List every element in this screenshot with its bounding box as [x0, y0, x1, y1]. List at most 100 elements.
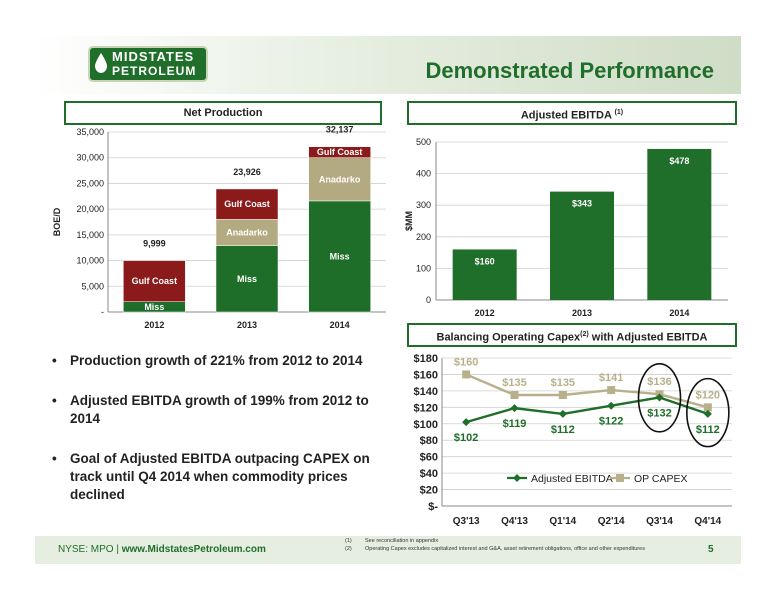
data-label: $102 — [454, 432, 478, 444]
x-tick-label: Q2'14 — [598, 516, 625, 527]
bar-segment — [308, 157, 371, 202]
bar-segment — [123, 260, 186, 302]
y-tick-label: 500 — [416, 137, 431, 147]
balancing-title-pre: Balancing Operating Capex — [436, 331, 581, 344]
bar-value-label: $343 — [572, 199, 592, 209]
y-tick-label: 100 — [416, 263, 431, 273]
bar-segment-label: Gulf Coast — [317, 147, 363, 157]
bar-total-label: 23,926 — [233, 167, 261, 177]
net-production-title: Net Production — [183, 107, 263, 119]
page-title: Demonstrated Performance — [425, 58, 714, 83]
data-label: $135 — [551, 377, 575, 389]
data-label: $141 — [599, 372, 623, 384]
bar-segment — [308, 146, 371, 158]
series-point — [462, 418, 471, 427]
y-tick-label: 400 — [416, 169, 431, 179]
data-label: $132 — [647, 407, 671, 419]
footnote-1-number: (1) — [345, 538, 352, 544]
series-line — [465, 396, 709, 424]
x-tick-label: Q4'14 — [694, 516, 721, 527]
data-label: $135 — [502, 377, 526, 389]
y-tick-label: $60 — [420, 452, 438, 464]
bullet-icon: • — [52, 393, 57, 408]
series-point — [510, 404, 519, 413]
bullet-icon: • — [52, 451, 57, 466]
bullet-icon: • — [52, 353, 57, 368]
x-tick-label: 2012 — [475, 308, 495, 318]
x-tick-label: 2014 — [669, 308, 689, 318]
bar-segment — [215, 188, 279, 220]
bar-total-label: 9,999 — [143, 239, 166, 249]
y-tick-label: $140 — [414, 386, 438, 398]
series-point — [655, 393, 664, 402]
footer-separator: | — [116, 544, 119, 555]
footer-band — [35, 536, 741, 564]
y-tick-label: $80 — [420, 435, 438, 447]
bar-value-label: $160 — [475, 256, 495, 266]
y-tick-label: 300 — [416, 200, 431, 210]
bar-segment-label: Anadarko — [226, 228, 268, 238]
footer-ticker: NYSE: MPO — [58, 544, 114, 555]
page-number: 5 — [708, 544, 714, 555]
bar-segment — [308, 200, 371, 313]
y-axis-label: BOE/D — [52, 207, 62, 236]
legend-label: Adjusted EBITDA — [531, 473, 613, 485]
y-axis-label: $MM — [404, 211, 414, 231]
logo-text-line1: MIDSTATES — [112, 49, 195, 64]
footer-website: www.MidstatesPetroleum.com — [121, 544, 266, 555]
bar-segment-label: Miss — [237, 274, 257, 284]
footnote-2-text: Operating Capex excludes capitalized int… — [365, 546, 645, 552]
series-point — [462, 370, 471, 379]
footnote-1-text: See reconciliation in appendix — [365, 538, 439, 544]
series-point — [558, 409, 567, 418]
bar-total-label: 32,137 — [326, 126, 354, 135]
x-tick-label: Q3'13 — [453, 516, 480, 527]
highlight-circle — [637, 363, 682, 433]
balancing-line-chart: $- $20 $40 $60 $80 $100 $120 $140 $160 $180 Q3'13 Q… — [414, 353, 732, 527]
highlight-circle — [686, 377, 730, 448]
legend-swatch-marker — [513, 474, 521, 482]
bar-segment — [215, 219, 279, 246]
bar-segment-label: Anadarko — [319, 174, 361, 184]
footnote-1: (1) See reconciliation in appendix — [345, 537, 645, 545]
bar-value-label: $478 — [669, 156, 689, 166]
net-production-header: Net Production — [64, 101, 382, 125]
balancing-footnote-ref: (2) — [580, 331, 589, 338]
y-tick-label: 35,000 — [76, 127, 104, 137]
series-point — [510, 391, 519, 399]
bar-segment-label: Gulf Coast — [132, 276, 178, 286]
legend-swatch-marker — [616, 474, 624, 482]
data-label: $120 — [696, 389, 720, 401]
data-label: $122 — [599, 416, 623, 428]
y-tick-label: $40 — [420, 468, 438, 480]
series-point — [703, 409, 712, 418]
y-tick-label: $180 — [414, 353, 438, 365]
series-point — [607, 401, 616, 410]
y-tick-label: - — [101, 307, 104, 317]
bullet-item: • Adjusted EBITDA growth of 199% from 20… — [52, 392, 372, 428]
logo-background — [88, 46, 208, 82]
x-tick-label: 2013 — [237, 320, 257, 330]
y-tick-label: $100 — [414, 419, 438, 431]
bullet-item: • Production growth of 221% from 2012 to… — [52, 352, 372, 370]
adjusted-ebitda-header: Adjusted EBITDA (1) — [407, 101, 737, 125]
bar — [452, 249, 517, 300]
series-point — [558, 391, 567, 399]
bullet-text: Goal of Adjusted EBITDA outpacing CAPEX … — [70, 451, 370, 502]
bar — [550, 191, 614, 300]
footnote-2: (2) Operating Capex excludes capitalized … — [345, 545, 645, 553]
footnote-2-number: (2) — [345, 546, 352, 552]
bar-segment-label: Gulf Coast — [224, 199, 270, 209]
bar — [647, 148, 712, 300]
balancing-title-post: with Adjusted EBITDA — [588, 331, 708, 344]
bar-segment-label: Miss — [330, 251, 350, 261]
x-tick-label: 2013 — [572, 308, 592, 318]
y-tick-label: $- — [428, 501, 438, 513]
footer-ticker-line: NYSE: MPO | www.MidstatesPetroleum.com — [58, 544, 266, 555]
adjusted-ebitda-title: Adjusted EBITDA — [520, 109, 612, 122]
key-points-list: • Production growth of 221% from 2012 to… — [52, 352, 372, 526]
y-tick-label: 30,000 — [76, 153, 104, 163]
y-tick-label: 10,000 — [76, 256, 104, 266]
y-tick-label: $20 — [420, 485, 438, 497]
y-tick-label: 0 — [426, 295, 431, 305]
